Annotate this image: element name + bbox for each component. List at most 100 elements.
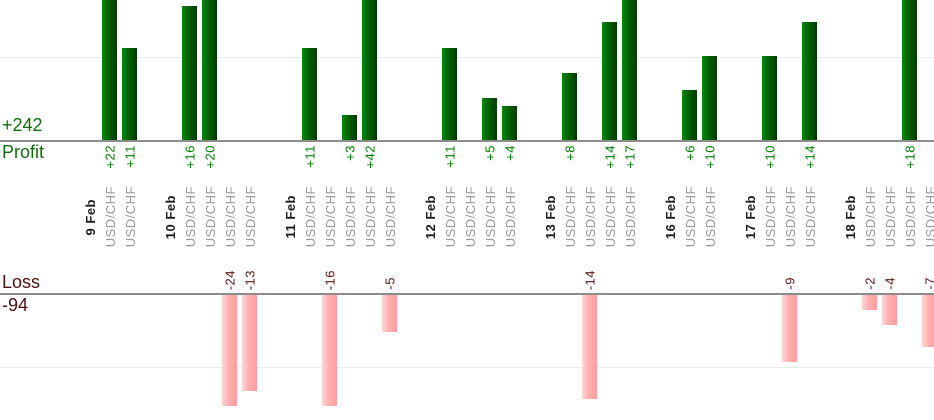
date-group: 16 Feb +6 USD/CHF +10 USD/CHF xyxy=(660,0,720,420)
date-column: 11 Feb xyxy=(280,0,300,420)
bar-columns: 9 Feb +22 USD/CHF +11 USD/CHF 10 Feb +16 USD/CH… xyxy=(80,0,934,420)
symbol-label-slot: USD/CHF xyxy=(360,180,380,254)
profit-value-label: +4 xyxy=(502,145,518,161)
date-label-slot: 17 Feb xyxy=(740,180,760,254)
trade-column: +14 USD/CHF xyxy=(800,0,820,420)
date-label: 16 Feb xyxy=(662,194,678,240)
date-label-slot: 16 Feb xyxy=(660,180,680,254)
symbol-label-slot: USD/CHF xyxy=(180,180,200,254)
date-label: 13 Feb xyxy=(542,194,558,240)
profit-bar xyxy=(482,98,497,140)
profit-value-label: +10 xyxy=(702,145,718,169)
symbol-label-slot: USD/CHF xyxy=(220,180,240,254)
trade-column: -24 USD/CHF xyxy=(220,0,240,420)
symbol-label-slot: USD/CHF xyxy=(120,180,140,254)
profit-value-label: +6 xyxy=(682,145,698,161)
symbol-label-slot: USD/CHF xyxy=(240,180,260,254)
symbol-label: USD/CHF xyxy=(782,186,798,248)
date-label-slot: 9 Feb xyxy=(80,180,100,254)
loss-value-label: -4 xyxy=(882,277,898,290)
trade-column: -14 USD/CHF xyxy=(580,0,600,420)
symbol-label-slot: USD/CHF xyxy=(760,180,780,254)
profit-bar xyxy=(802,22,817,140)
profit-value-label: +17 xyxy=(622,145,638,169)
date-label-slot: 18 Feb xyxy=(840,180,860,254)
trade-column: -2 USD/CHF xyxy=(860,0,880,420)
symbol-label: USD/CHF xyxy=(702,186,718,248)
symbol-label: USD/CHF xyxy=(882,186,898,248)
date-column: 12 Feb xyxy=(420,0,440,420)
symbol-label-slot: USD/CHF xyxy=(560,180,580,254)
trade-column: +11 USD/CHF xyxy=(440,0,460,420)
trade-column: +5 USD/CHF xyxy=(480,0,500,420)
date-label-slot: 11 Feb xyxy=(280,180,300,254)
symbol-label: USD/CHF xyxy=(322,186,338,248)
profit-value-label: +5 xyxy=(482,145,498,161)
symbol-label-slot: USD/CHF xyxy=(900,180,920,254)
trade-column: +10 USD/CHF xyxy=(700,0,720,420)
symbol-label-slot: USD/CHF xyxy=(300,180,320,254)
symbol-label: USD/CHF xyxy=(902,186,918,248)
symbol-label: USD/CHF xyxy=(222,186,238,248)
symbol-label-slot: USD/CHF xyxy=(500,180,520,254)
symbol-label: USD/CHF xyxy=(602,186,618,248)
trade-column: -13 USD/CHF xyxy=(240,0,260,420)
trade-column: +17 USD/CHF xyxy=(620,0,640,420)
trade-column: +20 USD/CHF xyxy=(200,0,220,420)
date-column: 17 Feb xyxy=(740,0,760,420)
date-label: 17 Feb xyxy=(742,194,758,240)
symbol-label-slot: USD/CHF xyxy=(680,180,700,254)
profit-value-label: +14 xyxy=(802,145,818,169)
trade-column: -16 USD/CHF xyxy=(320,0,340,420)
date-group: 17 Feb +10 USD/CHF -9 USD/CHF +14 USD/CHF xyxy=(740,0,820,420)
profit-value-label: +42 xyxy=(362,145,378,169)
trade-column: +4 USD/CHF xyxy=(500,0,520,420)
profit-bar xyxy=(502,106,517,140)
date-label: 12 Feb xyxy=(422,194,438,240)
trade-column: +8 USD/CHF xyxy=(560,0,580,420)
date-group: 11 Feb +11 USD/CHF -16 USD/CHF +3 USD/CHF +42 US… xyxy=(280,0,400,420)
date-group: 10 Feb +16 USD/CHF +20 USD/CHF -24 USD/CHF -13 U… xyxy=(160,0,260,420)
symbol-label: USD/CHF xyxy=(302,186,318,248)
symbol-label-slot: USD/CHF xyxy=(920,180,934,254)
date-group: 12 Feb +11 USD/CHF USD/CHF +5 USD/CHF +4 USD/CH… xyxy=(420,0,520,420)
symbol-label: USD/CHF xyxy=(862,186,878,248)
trade-column: USD/CHF xyxy=(460,0,480,420)
loss-bar xyxy=(322,295,337,406)
profit-value-label: +20 xyxy=(202,145,218,169)
loss-value-label: -14 xyxy=(582,269,598,290)
date-label: 11 Feb xyxy=(282,195,298,239)
symbol-label-slot: USD/CHF xyxy=(600,180,620,254)
profit-bar xyxy=(762,56,777,140)
symbol-label: USD/CHF xyxy=(342,186,358,248)
profit-bar xyxy=(442,48,457,140)
profit-value-label: +22 xyxy=(102,145,118,169)
trade-column: +11 USD/CHF xyxy=(300,0,320,420)
symbol-label-slot: USD/CHF xyxy=(100,180,120,254)
loss-bar xyxy=(862,295,877,310)
trade-column: -4 USD/CHF xyxy=(880,0,900,420)
date-label-slot: 10 Feb xyxy=(160,180,180,254)
symbol-label: USD/CHF xyxy=(762,186,778,248)
profit-value-label: +10 xyxy=(762,145,778,169)
profit-bar xyxy=(362,0,377,140)
profit-bar xyxy=(622,0,637,140)
symbol-label-slot: USD/CHF xyxy=(780,180,800,254)
loss-bar xyxy=(922,295,934,347)
symbol-label-slot: USD/CHF xyxy=(340,180,360,254)
profit-value-label: +11 xyxy=(302,145,318,168)
symbol-label-slot: USD/CHF xyxy=(480,180,500,254)
symbol-label: USD/CHF xyxy=(582,186,598,248)
symbol-label: USD/CHF xyxy=(382,186,398,248)
trade-column: -7 USD/CHF xyxy=(920,0,934,420)
profit-bar xyxy=(302,48,317,140)
symbol-label: USD/CHF xyxy=(502,186,518,248)
symbol-label-slot: USD/CHF xyxy=(800,180,820,254)
date-column: 16 Feb xyxy=(660,0,680,420)
date-column: 10 Feb xyxy=(160,0,180,420)
date-column: 18 Feb xyxy=(840,0,860,420)
date-group: 18 Feb -2 USD/CHF -4 USD/CHF +18 USD/CHF -7 USD/… xyxy=(840,0,934,420)
loss-value-label: -24 xyxy=(222,269,238,290)
trade-column: -5 USD/CHF xyxy=(380,0,400,420)
